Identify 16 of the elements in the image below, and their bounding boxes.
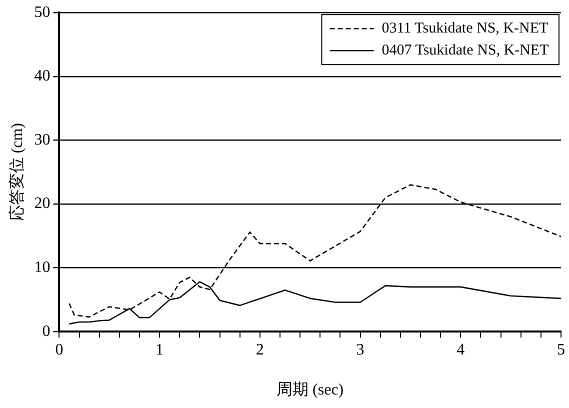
- x-tick-label: 5: [557, 341, 565, 358]
- y-tick-label: 20: [34, 195, 50, 212]
- y-tick-label: 0: [42, 322, 50, 340]
- y-axis-title: 応答変位 (cm): [8, 123, 26, 222]
- x-tick-label: 0: [55, 341, 64, 358]
- legend-label: 0407 Tsukidate NS, K-NET: [382, 42, 549, 59]
- y-tick-label: 50: [34, 4, 50, 21]
- x-axis-title: 周期 (sec): [276, 380, 344, 399]
- y-tick-label: 10: [34, 259, 50, 276]
- y-tick-label: 40: [34, 68, 50, 85]
- x-tick-label: 3: [356, 341, 364, 358]
- x-tick-label: 2: [256, 341, 264, 358]
- legend-label: 0311 Tsukidate NS, K-NET: [382, 20, 548, 37]
- y-tick-label: 30: [34, 131, 50, 148]
- x-tick-label: 4: [456, 341, 465, 358]
- x-tick-label: 1: [156, 341, 164, 358]
